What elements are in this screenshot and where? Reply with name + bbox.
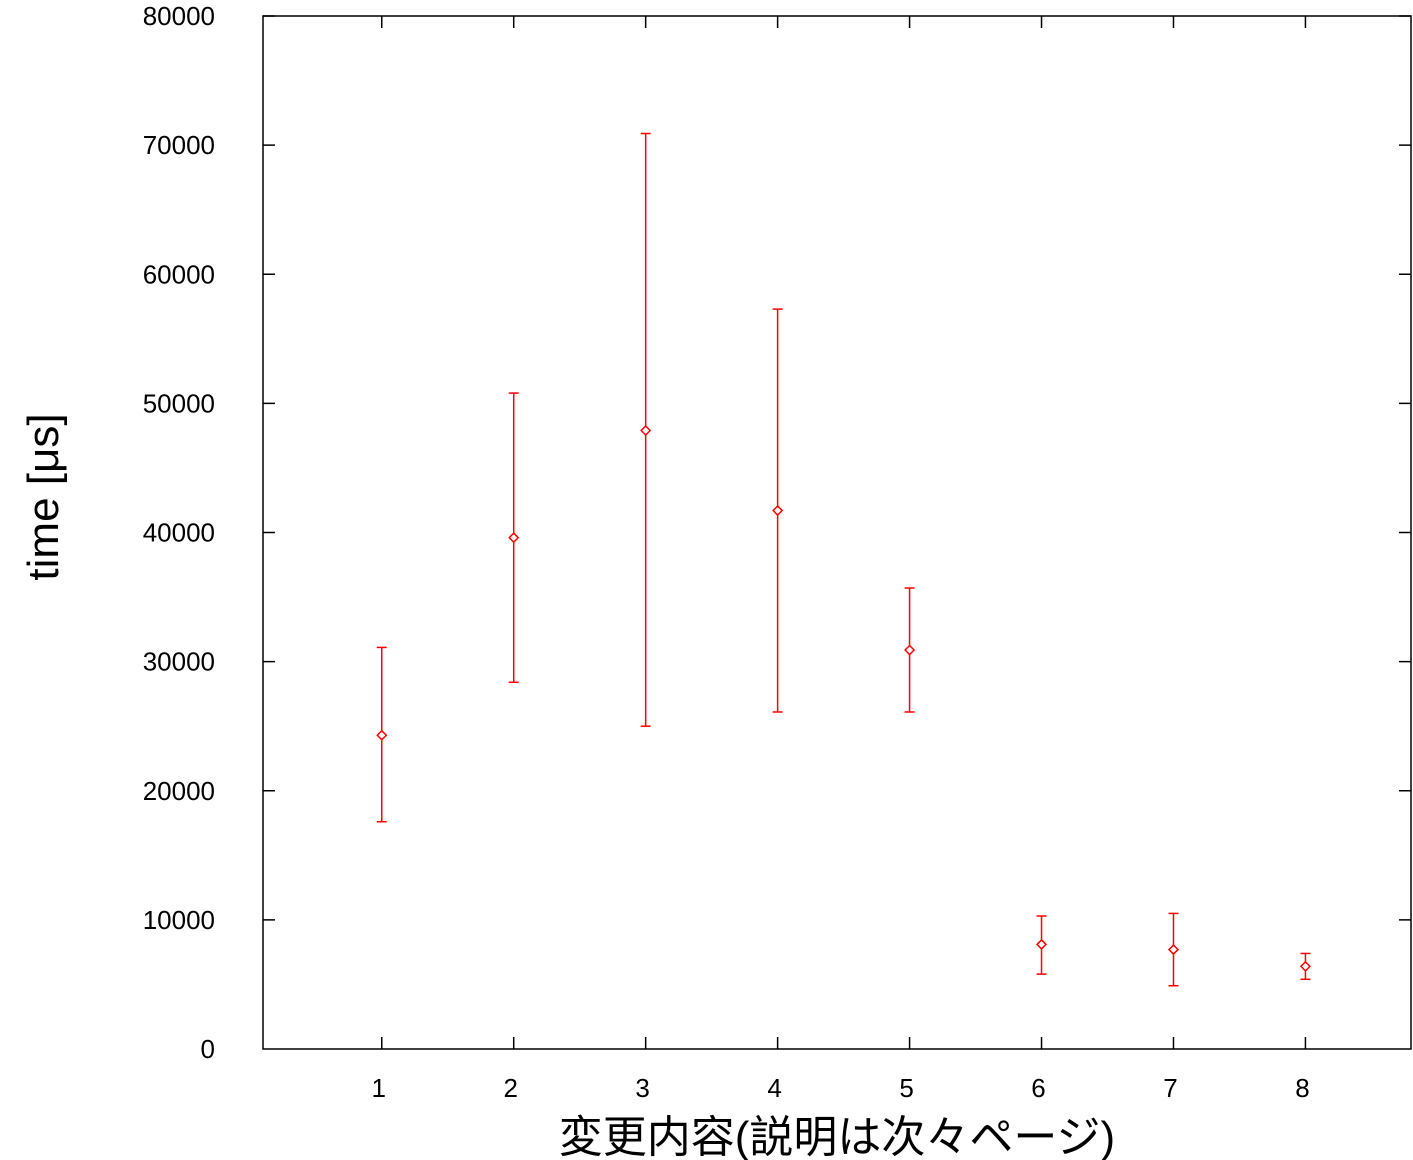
diamond-marker [1167, 944, 1180, 956]
diamond-marker [1035, 938, 1048, 950]
y-tick-label: 80000 [143, 1, 215, 31]
data-point [1035, 915, 1048, 975]
x-tick-label: 2 [503, 1073, 517, 1103]
y-axis-title: time [μs] [19, 413, 68, 580]
y-tick-label: 20000 [143, 776, 215, 806]
diamond-marker [376, 729, 388, 741]
data-point [508, 392, 520, 684]
x-axis-title: 変更内容(説明は次々ページ) [559, 1113, 1115, 1160]
data-point [1167, 912, 1180, 987]
x-tick-label: 3 [635, 1073, 649, 1103]
x-tick-label: 5 [899, 1073, 913, 1103]
y-tick-label: 0 [201, 1034, 215, 1064]
data-points [376, 132, 1311, 987]
diamond-marker [508, 532, 520, 544]
data-point [772, 308, 784, 713]
x-tick-label: 7 [1163, 1073, 1177, 1103]
data-point [904, 587, 916, 713]
data-point [1299, 952, 1311, 981]
diamond-marker [640, 424, 652, 437]
y-tick-label: 60000 [143, 259, 215, 289]
x-tick-label: 4 [767, 1073, 781, 1103]
x-tick-label: 6 [1031, 1073, 1045, 1103]
y-tick-label: 10000 [143, 905, 215, 935]
y-tick-label: 50000 [143, 388, 215, 418]
data-point [640, 132, 652, 727]
plot-frame [262, 15, 1412, 1050]
diamond-marker [904, 644, 916, 656]
diamond-marker [772, 504, 784, 517]
x-axis-ticks: 1 2 3 4 5 6 7 8 [372, 16, 1310, 1103]
x-tick-label: 8 [1295, 1073, 1309, 1103]
y-axis-ticks: 0 10000 20000 30000 40000 50000 60000 70000 8000… [143, 1, 1411, 1064]
y-tick-label: 70000 [143, 130, 215, 160]
y-tick-label: 40000 [143, 518, 215, 548]
x-tick-label: 1 [372, 1073, 386, 1103]
diamond-marker [1299, 960, 1311, 972]
data-point [376, 646, 388, 823]
y-tick-label: 30000 [143, 647, 215, 677]
